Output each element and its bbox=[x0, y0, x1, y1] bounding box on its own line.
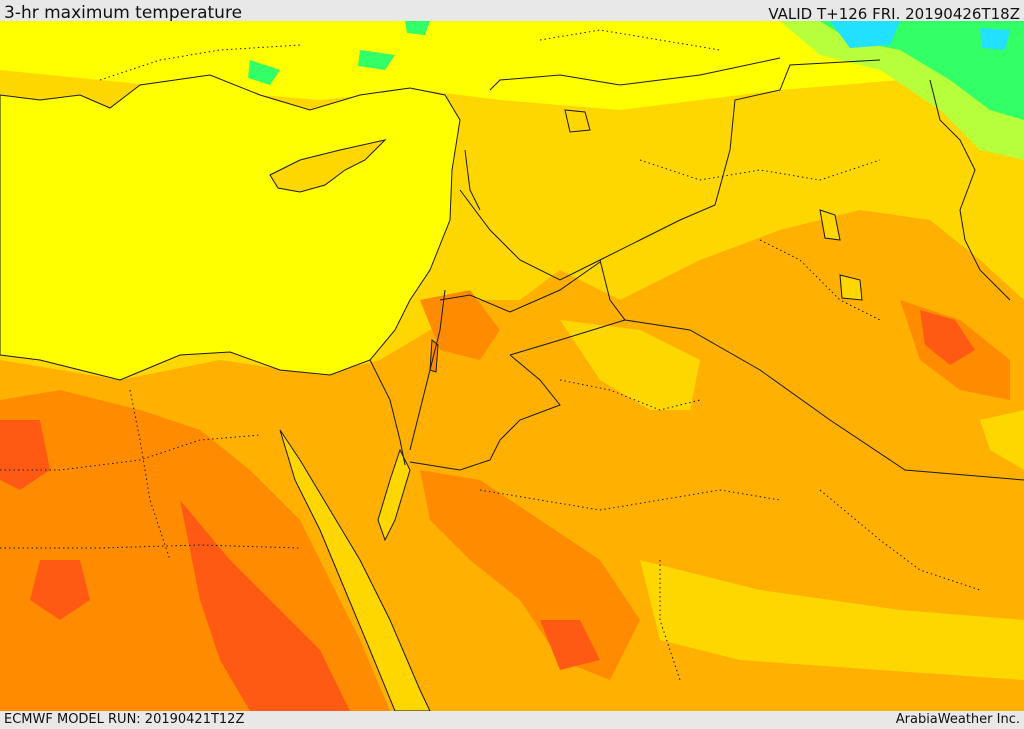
mild-band-jordan bbox=[560, 320, 700, 410]
north-belt bbox=[0, 21, 1024, 110]
valid-time-label: VALID T+126 FRI. 20190426T18Z bbox=[768, 5, 1020, 23]
very-hot-zone-3 bbox=[30, 560, 90, 620]
cool-zone-nw-3 bbox=[405, 21, 430, 35]
very-hot-zone-1 bbox=[0, 420, 50, 490]
cyprus-island bbox=[269, 139, 387, 193]
map-title: 3-hr maximum temperature bbox=[4, 3, 243, 23]
cold-zone-ne-1 bbox=[830, 21, 900, 48]
cold-zone-ne-2 bbox=[980, 28, 1010, 50]
mild-band-south bbox=[640, 560, 1024, 680]
gulf-of-suez bbox=[279, 429, 431, 711]
country-borders bbox=[369, 57, 1024, 481]
persian-gulf bbox=[980, 410, 1024, 470]
footer-bar: ECMWF MODEL RUN: 20190421T12Z ArabiaWeat… bbox=[0, 711, 1024, 729]
temperature-map bbox=[0, 21, 1024, 711]
hot-zone-arabia bbox=[420, 470, 640, 680]
lake-3 bbox=[564, 109, 591, 133]
very-hot-zone-4 bbox=[540, 620, 600, 670]
cool-zone-ne bbox=[820, 21, 1024, 120]
cool-zone-nw-1 bbox=[248, 60, 280, 85]
lake-1 bbox=[819, 209, 841, 241]
gulf-of-aqaba bbox=[377, 448, 411, 542]
header-bar: 3-hr maximum temperature VALID T+126 FRI… bbox=[0, 0, 1024, 23]
credit-label: ArabiaWeather Inc. bbox=[895, 712, 1020, 727]
province-boundaries bbox=[0, 29, 981, 681]
hot-zone-sinai bbox=[420, 290, 500, 360]
very-hot-zone-2 bbox=[180, 500, 350, 711]
lake-2 bbox=[839, 274, 863, 301]
mediterranean-sea bbox=[0, 74, 461, 381]
very-hot-zone-5 bbox=[920, 310, 975, 365]
cool-zone-nw-2 bbox=[358, 50, 395, 70]
model-run-label: ECMWF MODEL RUN: 20190421T12Z bbox=[4, 712, 245, 727]
